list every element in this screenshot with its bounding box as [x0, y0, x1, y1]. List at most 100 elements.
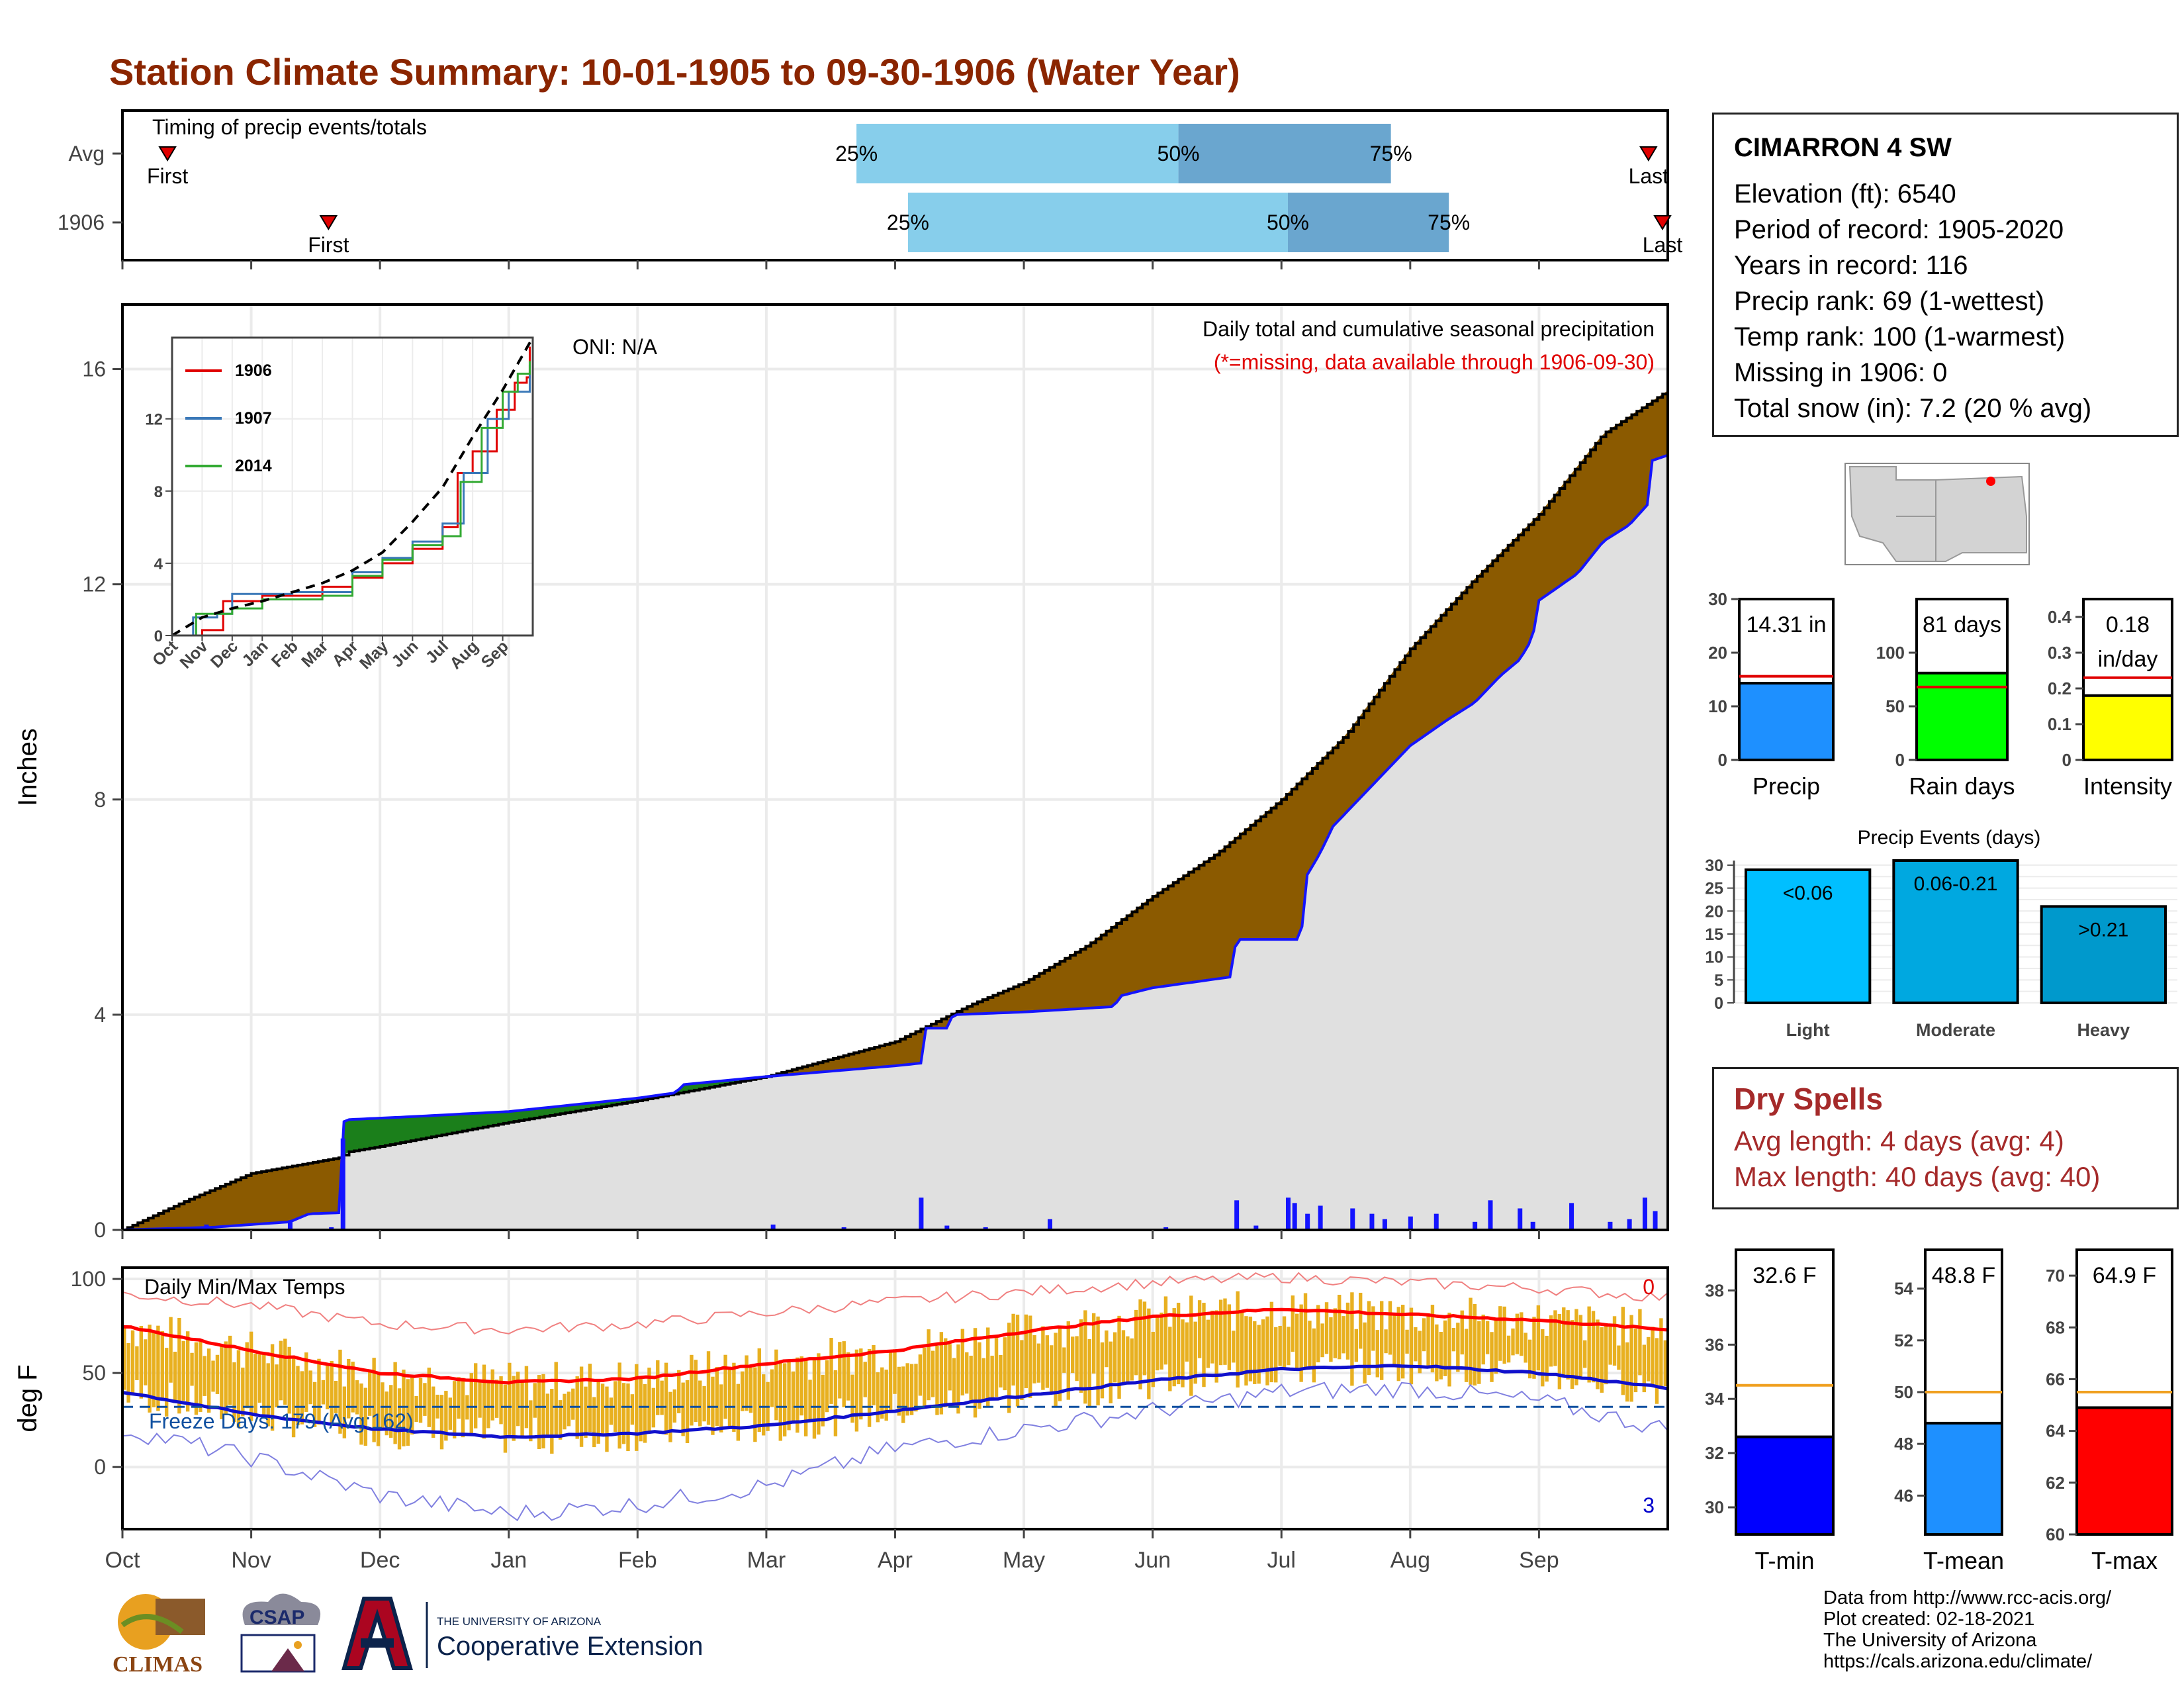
daily-temp-bar [376, 1373, 381, 1446]
precip-event-bar [1892, 859, 2019, 1004]
daily-temp-bar [275, 1364, 279, 1408]
precip-y-tick-label: 4 [94, 1003, 106, 1027]
daily-temp-bar [236, 1350, 241, 1428]
month-axis-label: Jul [1267, 1548, 1296, 1573]
daily-temp-bar [778, 1360, 782, 1441]
daily-temp-bar [169, 1317, 173, 1383]
daily-temp-bar [571, 1388, 575, 1420]
daily-temp-bar [249, 1331, 253, 1421]
daily-precip-bar [1234, 1200, 1240, 1230]
daily-temp-bar [1287, 1327, 1291, 1366]
daily-temp-bar [291, 1355, 296, 1438]
precip-events-y-tick-label: 30 [1705, 857, 1723, 875]
daily-precip-bar [770, 1224, 776, 1230]
daily-temp-bar [1214, 1310, 1218, 1383]
daily-temp-bar [753, 1367, 757, 1442]
precip-total-bar [1738, 682, 1835, 761]
daily-temp-bar [1020, 1340, 1024, 1401]
daily-temp-bar [563, 1393, 567, 1430]
daily-temp-bar [1464, 1329, 1469, 1382]
daily-temp-bar [1642, 1344, 1647, 1393]
daily-temp-bar [681, 1382, 685, 1436]
ua-line-1: THE UNIVERSITY OF ARIZONA [437, 1615, 602, 1628]
daily-temp-bar [308, 1370, 312, 1405]
daily-temp-bar [588, 1364, 592, 1432]
timing-q75-label: 75% [1370, 142, 1412, 165]
daily-temp-bar [914, 1364, 918, 1412]
daily-temp-bar [228, 1335, 232, 1405]
daily-temp-bar [1409, 1307, 1414, 1385]
rain-days-value-label: 81 days [1923, 612, 2001, 637]
daily-temp-bar [884, 1370, 888, 1421]
page-title: Station Climate Summary: 10-01-1905 to 0… [109, 51, 1240, 93]
daily-precip-bar [919, 1197, 924, 1230]
daily-temp-bar [1024, 1314, 1028, 1388]
timing-bar-q50-q75 [1178, 124, 1391, 183]
daily-temp-bar [901, 1366, 905, 1423]
daily-temp-bar [1329, 1317, 1333, 1362]
dry-spells-avg: Avg length: 4 days (avg: 4) [1734, 1125, 2064, 1156]
daily-temp-bar [185, 1331, 190, 1412]
daily-temp-bar [817, 1353, 821, 1435]
daily-temp-bar [825, 1360, 829, 1413]
tmin-summary-y-tick-label: 32 [1705, 1443, 1724, 1463]
daily-temp-bar [1612, 1316, 1617, 1366]
daily-temp-bar [206, 1348, 211, 1413]
precip-summary-bars: 0 10 20 30 14.31 in Precip 0 50 100 81 days Rain d… [1708, 589, 2173, 800]
daily-temps-panel: 0 50 100 deg F Daily Min/Max Temps Freeze Day… [13, 1266, 1669, 1573]
daily-temp-bar [745, 1355, 749, 1411]
daily-temp-bar [893, 1349, 897, 1394]
daily-temp-bar [880, 1367, 884, 1419]
daily-temp-bar [1629, 1315, 1633, 1402]
daily-temp-bar [1659, 1318, 1663, 1388]
daily-temp-bar [1515, 1313, 1520, 1354]
daily-temp-bar [1075, 1336, 1079, 1382]
daily-temp-bar [796, 1357, 799, 1433]
last-event-marker [1639, 146, 1658, 162]
daily-temp-bar [1604, 1325, 1608, 1385]
daily-temp-bar [965, 1352, 969, 1394]
daily-temp-bar [139, 1325, 143, 1399]
dry-spells-title: Dry Spells [1734, 1082, 1883, 1116]
first-event-marker [158, 146, 177, 162]
daily-temp-bar [312, 1382, 317, 1427]
daily-temp-bar [1202, 1303, 1206, 1387]
daily-temp-bar [1261, 1319, 1265, 1372]
tmax-summary-y-tick-label: 60 [2046, 1524, 2065, 1544]
credit-line: Plot created: 02-18-2021 [1823, 1609, 2035, 1630]
daily-temp-bar [545, 1393, 550, 1435]
daily-precip-bar [1305, 1213, 1310, 1230]
precip-y-axis-label: Inches [13, 728, 42, 806]
precip-title: Daily total and cumulative seasonal prec… [1203, 317, 1655, 341]
daily-temp-bar [1647, 1336, 1651, 1382]
station-location-map [1844, 463, 2030, 565]
daily-temp-bar [1460, 1310, 1464, 1355]
daily-temp-bar [639, 1376, 643, 1442]
daily-temp-bar [872, 1344, 876, 1405]
daily-temp-bar [1625, 1342, 1629, 1402]
daily-temp-bar [1557, 1313, 1562, 1389]
daily-temp-bar [1502, 1306, 1506, 1364]
daily-temp-bar [164, 1348, 169, 1417]
daily-temp-bar [863, 1362, 867, 1397]
month-axis-label: Dec [360, 1548, 400, 1573]
daily-temp-bar [1608, 1327, 1612, 1365]
daily-temp-bar [469, 1373, 473, 1435]
daily-temp-bar [1367, 1301, 1371, 1376]
csap-logo: CSAP [240, 1593, 321, 1673]
daily-temp-bar [1303, 1293, 1308, 1368]
daily-temp-bar [245, 1342, 249, 1409]
daily-temp-bar [630, 1394, 635, 1425]
daily-temp-bar [1232, 1331, 1236, 1363]
daily-temp-bar [1400, 1305, 1405, 1379]
daily-temp-bar [1418, 1331, 1422, 1374]
month-axis-label: Oct [105, 1548, 140, 1573]
tmax-summary-y-tick-label: 66 [2046, 1369, 2065, 1389]
month-axis-label: Aug [1390, 1548, 1431, 1573]
daily-temp-bar [1511, 1328, 1515, 1356]
precip-events-y-tick-label: 25 [1705, 880, 1723, 898]
daily-temp-bar [177, 1318, 181, 1414]
credit-line: https://cals.arizona.edu/climate/ [1823, 1651, 2093, 1672]
daily-temp-bar [1054, 1333, 1058, 1407]
